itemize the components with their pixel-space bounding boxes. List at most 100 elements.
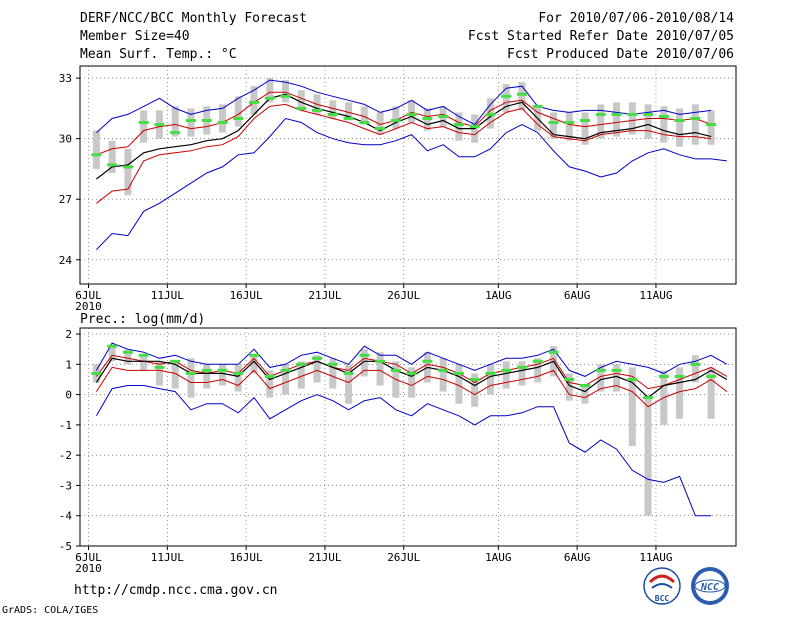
ensemble-max-line (96, 79, 712, 133)
spread-bar (155, 361, 163, 386)
spread-bar (282, 364, 290, 395)
forecast-marker (643, 112, 654, 116)
spread-bar (644, 394, 652, 516)
spread-bar (376, 112, 384, 135)
spread-bar (644, 104, 652, 139)
spread-bar (691, 355, 699, 383)
x-tick-label: 16JUL (230, 551, 263, 564)
y-tick-label: 24 (59, 254, 73, 267)
forecast-marker (595, 368, 606, 372)
forecast-marker (690, 116, 701, 120)
spread-bar (471, 373, 479, 407)
forecast-marker (154, 365, 165, 369)
spread-bar (486, 364, 494, 395)
spread-bar (534, 358, 542, 383)
spread-bar (313, 355, 321, 383)
spread-bar (360, 106, 368, 125)
bcc-logo: BCC (643, 567, 681, 605)
forecast-marker (201, 119, 212, 122)
forecast-marker (280, 368, 291, 372)
spread-bar (455, 364, 463, 404)
spread-bar (297, 361, 305, 389)
forecast-marker (201, 368, 212, 372)
forecast-marker (138, 353, 149, 357)
forecast-marker (91, 371, 102, 375)
spread-bar (613, 364, 621, 392)
y-tick-label: 2 (65, 328, 72, 341)
spread-bar (329, 358, 337, 389)
spread-bar (218, 104, 226, 133)
forecast-marker (453, 123, 464, 127)
x-tick-label: 1AUG (485, 551, 512, 564)
source-url[interactable]: http://cmdp.ncc.cma.gov.cn (74, 583, 278, 598)
forecast-marker (170, 359, 181, 363)
spread-bar (676, 367, 684, 419)
forecast-marker (627, 112, 638, 116)
member-size-label: Member Size=40 (80, 29, 190, 44)
forecast-marker (564, 121, 575, 125)
forecast-marker (406, 112, 417, 116)
x-tick-label: 21JUL (308, 289, 341, 302)
forecast-marker (658, 114, 669, 118)
forecast-marker (327, 112, 338, 116)
forecast-marker (674, 119, 685, 122)
x-tick-label: 11AUG (639, 551, 672, 564)
forecast-marker (532, 359, 543, 363)
variable-label: Mean Surf. Temp.: °C (80, 47, 237, 62)
forecast-marker (485, 112, 496, 116)
forecast-marker (359, 353, 370, 357)
plot-frame (79, 65, 737, 285)
spread-bar (297, 90, 305, 111)
spread-bar (345, 364, 353, 404)
spread-bar (203, 364, 211, 389)
spread-bar (408, 100, 416, 123)
ensemble-max-line (95, 342, 728, 377)
spread-bar (376, 352, 384, 386)
lower-inner-line (95, 366, 728, 408)
spread-bar (124, 148, 132, 196)
x-tick-label: 1AUG (485, 289, 512, 302)
forecast-marker (296, 106, 307, 110)
spread-bar (108, 346, 116, 362)
x-tick-label: 11JUL (151, 289, 184, 302)
bcc-logo-text: BCC (655, 594, 670, 603)
forecast-title: DERF/NCC/BCC Monthly Forecast (80, 11, 307, 26)
produced-date: Fcst Produced Date 2010/07/06 (507, 47, 734, 62)
forecast-marker (107, 163, 118, 167)
forecast-marker (643, 396, 654, 400)
ncc-logo-text: NCC (700, 582, 719, 593)
forecast-marker (233, 371, 244, 375)
ensemble-mean-line (95, 357, 728, 399)
forecast-marker (674, 374, 685, 378)
spread-bar (691, 104, 699, 145)
ensemble-min-line (95, 385, 712, 517)
spread-bar (707, 110, 715, 145)
forecast-marker (548, 350, 559, 354)
y-tick-label: 0 (65, 389, 72, 402)
forecast-marker (611, 368, 622, 372)
spread-bar (581, 112, 589, 145)
forecast-marker (185, 371, 196, 375)
forecast-marker (406, 371, 417, 375)
y-tick-label: -1 (59, 419, 72, 432)
y-tick-label: 30 (59, 133, 72, 146)
spread-bar (707, 367, 715, 419)
forecast-marker (485, 371, 496, 375)
ensemble-mean-line (96, 93, 712, 180)
x-tick-label: 11AUG (639, 289, 672, 302)
spread-bar (408, 367, 416, 398)
forecast-marker (501, 94, 512, 98)
x-tick-label: 16JUL (230, 289, 263, 302)
forecast-marker (611, 112, 622, 116)
x-tick-label: 6JUL (75, 289, 102, 302)
forecast-marker (296, 362, 307, 366)
spread-bar (660, 106, 668, 143)
x-year-label: 2010 (75, 562, 102, 575)
forecast-marker (532, 104, 543, 108)
forecast-marker (170, 131, 181, 135)
spread-bar (502, 84, 510, 113)
spread-bar (218, 364, 226, 386)
spread-bar (250, 355, 258, 374)
